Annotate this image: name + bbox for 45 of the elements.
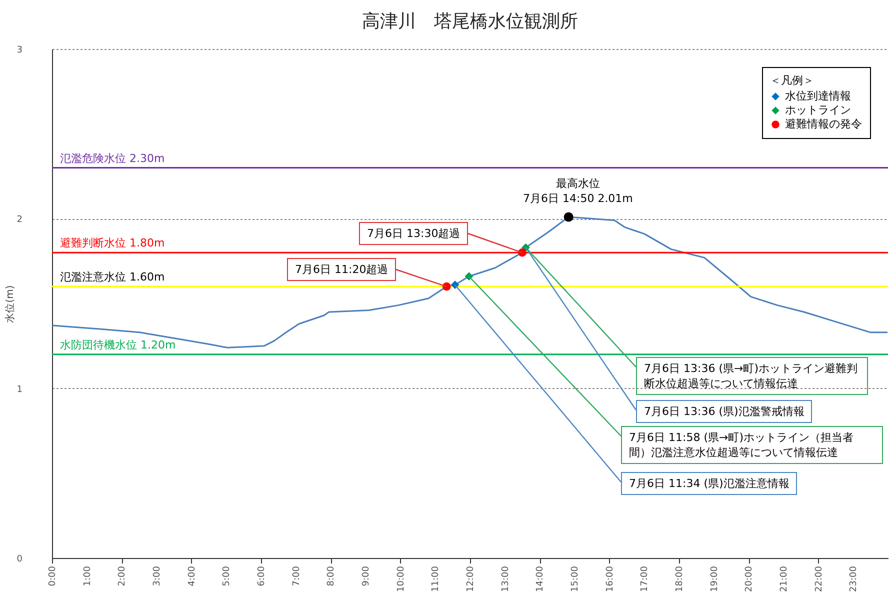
x-tick-label: 18:00	[675, 566, 685, 592]
x-tick-label: 5:00	[222, 566, 232, 586]
x-tick-label: 17:00	[640, 566, 650, 592]
annotation: 7月6日 13:36 (県→町)ホットライン避難判断水位超過等について情報伝達	[636, 357, 868, 395]
x-tick-label: 4:00	[187, 566, 198, 586]
x-tick-label: 11:00	[431, 566, 442, 592]
legend-title: ＜凡例＞	[770, 74, 814, 87]
annotation: 7月6日 13:36 (県)氾濫警戒情報	[636, 400, 812, 423]
x-tick-label: 16:00	[605, 566, 616, 592]
legend-label: 水位到達情報	[785, 90, 851, 102]
legend-label: ホットライン	[785, 104, 851, 116]
x-tick-label: 21:00	[780, 566, 790, 592]
ref-line-label: 水防団待機水位 1.20m	[60, 338, 176, 352]
y-tick-label: 2	[16, 215, 22, 226]
x-tick-label: 13:00	[500, 566, 511, 592]
x-tick-label: 9:00	[362, 566, 372, 586]
x-tick-label: 23:00	[849, 566, 860, 592]
annotation: 7月6日 13:30超過	[359, 222, 468, 245]
ref-line-label: 氾濫危険水位 2.30m	[60, 152, 165, 165]
x-tick-label: 15:00	[570, 566, 580, 592]
y-tick-label: 0	[16, 554, 23, 564]
x-tick-label: 12:00	[466, 566, 476, 592]
y-tick-label: 3	[16, 46, 22, 56]
x-tick-label: 0:00	[48, 566, 58, 586]
x-tick-label: 2:00	[118, 566, 128, 586]
x-tick-label: 20:00	[744, 566, 755, 592]
x-tick-label: 7:00	[292, 566, 302, 586]
x-tick-label: 6:00	[257, 566, 267, 586]
annotation: 7月6日 11:58 (県→町)ホットライン（担当者間）氾濫注意水位超過等について情報伝達	[621, 426, 883, 464]
annotation: 7月6日 11:20超過	[287, 258, 396, 281]
annotation: 最高水位 7月6日 14:50 2.01m	[523, 176, 633, 206]
x-tick-label: 22:00	[814, 566, 824, 592]
y-tick-label: 1	[16, 384, 22, 395]
ref-line-label: 避難判断水位 1.80m	[60, 236, 165, 250]
x-tick-label: 19:00	[710, 566, 720, 592]
legend-label: 避難情報の発令	[785, 118, 862, 130]
ref-line-label: 氾濫注意水位 1.60m	[60, 270, 165, 284]
y-axis-title: 水位(m)	[4, 285, 16, 323]
x-tick-label: 3:00	[152, 566, 162, 586]
chart-title: 高津川 塔尾橋水位観測所	[362, 11, 578, 32]
x-tick-label: 14:00	[536, 566, 546, 592]
annotation: 7月6日 11:34 (県)氾濫注意情報	[621, 472, 798, 495]
x-tick-label: 10:00	[396, 566, 406, 592]
x-tick-label: 8:00	[326, 566, 337, 586]
x-tick-label: 1:00	[82, 566, 93, 586]
